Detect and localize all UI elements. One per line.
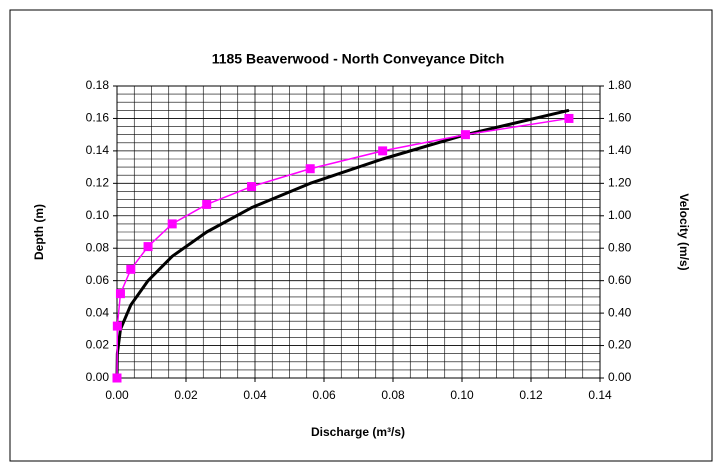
y-tick-label: 0.00 xyxy=(86,370,110,384)
y-tick-label: 0.02 xyxy=(86,338,110,352)
series-line xyxy=(116,117,570,379)
plot-frame xyxy=(116,85,601,379)
y-tick-label: 0.14 xyxy=(86,143,110,157)
y-axis-label: Depth (m) xyxy=(32,204,46,260)
x-tick-label: 0.14 xyxy=(588,388,612,402)
x-axis-label: Discharge (m³/s) xyxy=(311,425,405,439)
y2-tick-label: 0.20 xyxy=(608,338,632,352)
chart-title: 1185 Beaverwood - North Conveyance Ditch xyxy=(212,51,505,67)
y-tick-label: 0.18 xyxy=(86,78,110,92)
y2-tick-label: 0.00 xyxy=(608,370,632,384)
marker xyxy=(202,199,212,209)
y-tick-label: 0.16 xyxy=(86,111,110,125)
marker xyxy=(112,321,122,331)
x-tick-label: 0.00 xyxy=(105,388,129,402)
marker xyxy=(247,182,257,192)
y2-tick-label: 0.60 xyxy=(608,273,632,287)
y-tick-label: 0.12 xyxy=(86,176,110,190)
y2-tick-label: 1.00 xyxy=(608,208,632,222)
marker xyxy=(378,146,388,156)
y2-tick-label: 1.80 xyxy=(608,78,632,92)
marker xyxy=(126,264,136,274)
marker xyxy=(460,130,470,140)
y-tick-label: 0.10 xyxy=(86,208,110,222)
y2-axis-label: Velocity (m/s) xyxy=(677,193,691,270)
y2-tick-label: 1.20 xyxy=(608,176,632,190)
x-tick-label: 0.06 xyxy=(312,388,336,402)
marker xyxy=(112,373,122,383)
x-tick-label: 0.04 xyxy=(243,388,267,402)
y2-tick-label: 0.40 xyxy=(608,305,632,319)
x-tick-label: 0.08 xyxy=(381,388,405,402)
y2-tick-label: 0.80 xyxy=(608,240,632,254)
marker xyxy=(115,289,125,299)
x-tick-label: 0.12 xyxy=(519,388,543,402)
y2-tick-label: 1.60 xyxy=(608,111,632,125)
x-tick-label: 0.10 xyxy=(450,388,474,402)
y-tick-label: 0.08 xyxy=(86,240,110,254)
marker xyxy=(305,164,315,174)
marker xyxy=(143,242,153,252)
marker xyxy=(167,219,177,229)
y2-tick-label: 1.40 xyxy=(608,143,632,157)
series-line xyxy=(115,108,570,379)
y-tick-label: 0.04 xyxy=(86,305,110,319)
y-tick-label: 0.06 xyxy=(86,273,110,287)
marker xyxy=(564,113,574,123)
x-tick-label: 0.02 xyxy=(174,388,198,402)
